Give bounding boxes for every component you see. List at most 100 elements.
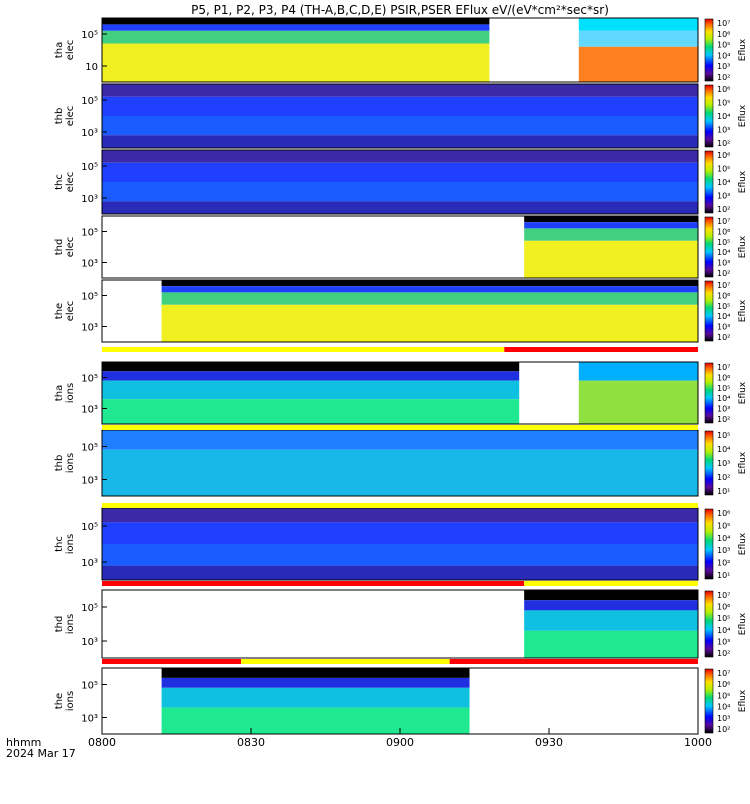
spectrogram-band [102,24,489,30]
colorbar-scale [705,217,713,277]
y-tick-label: 10⁵ [81,443,98,454]
panel-species-label: elec [65,106,76,127]
spectrogram-band [162,286,698,292]
colorbar-label: Eflux [738,381,748,404]
mode-bar-segment [450,659,698,664]
colorbar: 10⁷10⁶10⁵10⁴10³10²Eflux [705,281,748,342]
spectrogram-block [102,430,698,496]
mode-bar-segment [102,347,504,352]
panel-ylabel: the elec [54,301,76,322]
colorbar-label: Eflux [738,170,748,193]
colorbar-tick-label: 10³ [717,62,730,71]
colorbar-tick-label: 10⁶ [717,603,730,612]
panel-probe-label: thc [54,536,65,552]
spectrogram-band [102,135,698,148]
panel-probe-label: tha [54,385,65,401]
colorbar-tick-label: 10⁴ [717,178,730,187]
colorbar-tick-label: 10⁵ [717,384,730,393]
spectrogram-band [102,399,519,424]
colorbar-tick-label: 10⁴ [717,534,730,543]
colorbar-tick-label: 10¹ [717,571,730,580]
colorbar-tick-label: 10⁵ [717,41,730,50]
spectrogram-band [102,566,698,580]
spectrogram-block [579,362,698,424]
colorbar-tick-label: 10⁷ [717,591,730,600]
colorbar-tick-label: 10² [717,139,730,148]
x-tick-label: 0830 [237,736,265,749]
y-tick-label: 10³ [81,558,98,569]
spectrogram-band [162,678,470,688]
colorbar: 10⁶10⁵10⁴10³10²10¹Eflux [705,509,748,580]
y-tick-label: 10⁵ [81,522,98,533]
mode-bar-segment [504,347,698,352]
colorbar-tick-label: 10⁴ [717,312,730,321]
colorbar: 10⁷10⁶10⁵10⁴10³10²Eflux [705,669,748,734]
colorbar-tick-label: 10⁴ [717,626,730,635]
colorbar-tick-label: 10² [717,333,730,342]
panel-species-label: elec [65,40,76,61]
spectrogram-band [102,522,698,544]
y-tick-label: 10⁵ [81,96,98,107]
colorbar-tick-label: 10⁵ [717,302,730,311]
y-tick-label: 10⁵ [81,603,98,614]
panel-probe-label: thc [54,174,65,190]
y-tick-label: 10³ [81,637,98,648]
colorbar: 10⁷10⁶10⁵10⁴10³10²Eflux [705,217,748,278]
colorbar-tick-label: 10⁶ [717,227,730,236]
colorbar-tick-label: 10² [717,205,730,214]
panel-species-label: ions [65,383,76,403]
spectrogram-band [162,688,470,708]
panel-probe-label: the [54,303,65,319]
mode-bar-segment [524,581,698,586]
panel-ylabel: the ions [54,691,76,711]
colorbar-tick-label: 10⁵ [717,165,730,174]
panel-tha-elec: tha elec10⁵10⁳10⁷10⁶10⁵10⁴10³10²Eflux [54,18,748,82]
colorbar-tick-label: 10⁶ [717,509,730,518]
spectrogram-band [102,381,519,400]
colorbar-label: Eflux [738,689,748,712]
spectrogram-band [102,508,698,522]
colorbar-scale [705,151,713,213]
colorbar-scale [705,431,713,495]
colorbar-scale [705,19,713,81]
colorbar-scale [705,669,713,733]
spectrogram-block [162,668,470,734]
colorbar: 10⁷10⁶10⁵10⁴10³10²Eflux [705,591,748,658]
spectrogram-block [579,18,698,82]
colorbar: 10⁶10⁵10⁴10³10²Eflux [705,151,748,214]
spectrogram-block [102,362,519,424]
colorbar-tick-label: 10⁶ [717,85,730,94]
spectrogram-block [102,84,698,148]
colorbar: 10⁶10⁵10⁴10³10²Eflux [705,85,748,148]
spectrogram-block [524,590,698,658]
x-axis-date: 2024 Mar 17 [6,747,76,760]
spectrogram-band [102,362,519,371]
spectrogram-band [162,292,698,304]
mode-bar-segment [102,425,698,430]
panel-thd-elec: thd elec10⁵10³10⁷10⁶10⁵10⁴10³10²Eflux [54,216,748,278]
mode-bar [102,425,698,430]
spectrogram-band [102,163,698,182]
panel-the-elec: the elec10⁵10³10⁷10⁶10⁵10⁴10³10²Eflux [54,280,748,342]
spectrogram-band [102,450,698,496]
spectrogram-band [102,201,698,214]
mode-bar-segment [102,581,524,586]
panel-species-label: ions [65,453,76,473]
colorbar-scale [705,591,713,657]
panel-ylabel: thd ions [54,614,76,634]
colorbar-tick-label: 10⁴ [717,445,730,454]
mode-bar-segment [241,659,450,664]
panel-probe-label: thb [54,108,65,125]
colorbar-tick-label: 10⁴ [717,51,730,60]
spectrogram-band [102,430,698,450]
spectrogram-band [524,241,698,278]
y-tick-label: 10⁵ [81,228,98,239]
colorbar-tick-label: 10² [717,473,730,482]
colorbar-label: Eflux [738,532,748,555]
y-tick-label: 10⁵ [81,162,98,173]
spectrogram-band [102,84,698,97]
colorbar-tick-label: 10⁴ [717,248,730,257]
panel-ylabel: thc ions [54,534,76,554]
panel-tha-ions: tha ions10⁵10³10⁷10⁶10⁵10⁴10³10²Eflux [54,362,748,424]
spectrogram-band [102,97,698,116]
